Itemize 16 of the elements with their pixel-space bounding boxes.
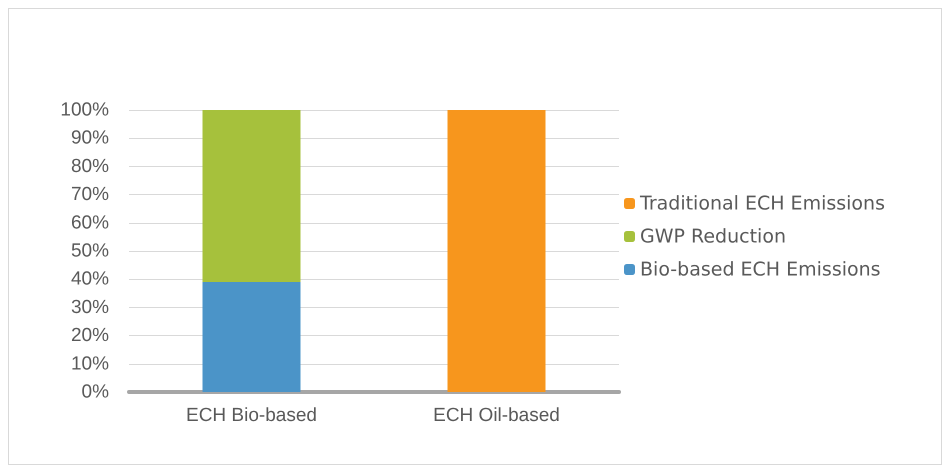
y-tick-label: 20% bbox=[70, 325, 110, 346]
y-tick-label: 80% bbox=[70, 156, 110, 177]
y-tick-label: 50% bbox=[70, 240, 110, 262]
x-tick-label: ECH Bio-based bbox=[186, 405, 317, 426]
legend-label: Traditional ECH Emissions bbox=[639, 192, 885, 214]
legend-label: Bio-based ECH Emissions bbox=[640, 258, 881, 280]
y-tick-label: 60% bbox=[70, 212, 110, 234]
y-tick-label: 90% bbox=[70, 128, 110, 149]
y-tick-label: 100% bbox=[60, 100, 110, 120]
y-tick-label: 10% bbox=[70, 353, 110, 374]
y-tick-label: 30% bbox=[70, 296, 110, 318]
y-tick-label: 70% bbox=[70, 184, 110, 206]
legend-label: GWP Reduction bbox=[640, 226, 786, 248]
x-tick-label: ECH Oil-based bbox=[433, 405, 560, 426]
y-tick-label: 40% bbox=[70, 268, 110, 290]
y-tick-label: 0% bbox=[82, 382, 110, 402]
